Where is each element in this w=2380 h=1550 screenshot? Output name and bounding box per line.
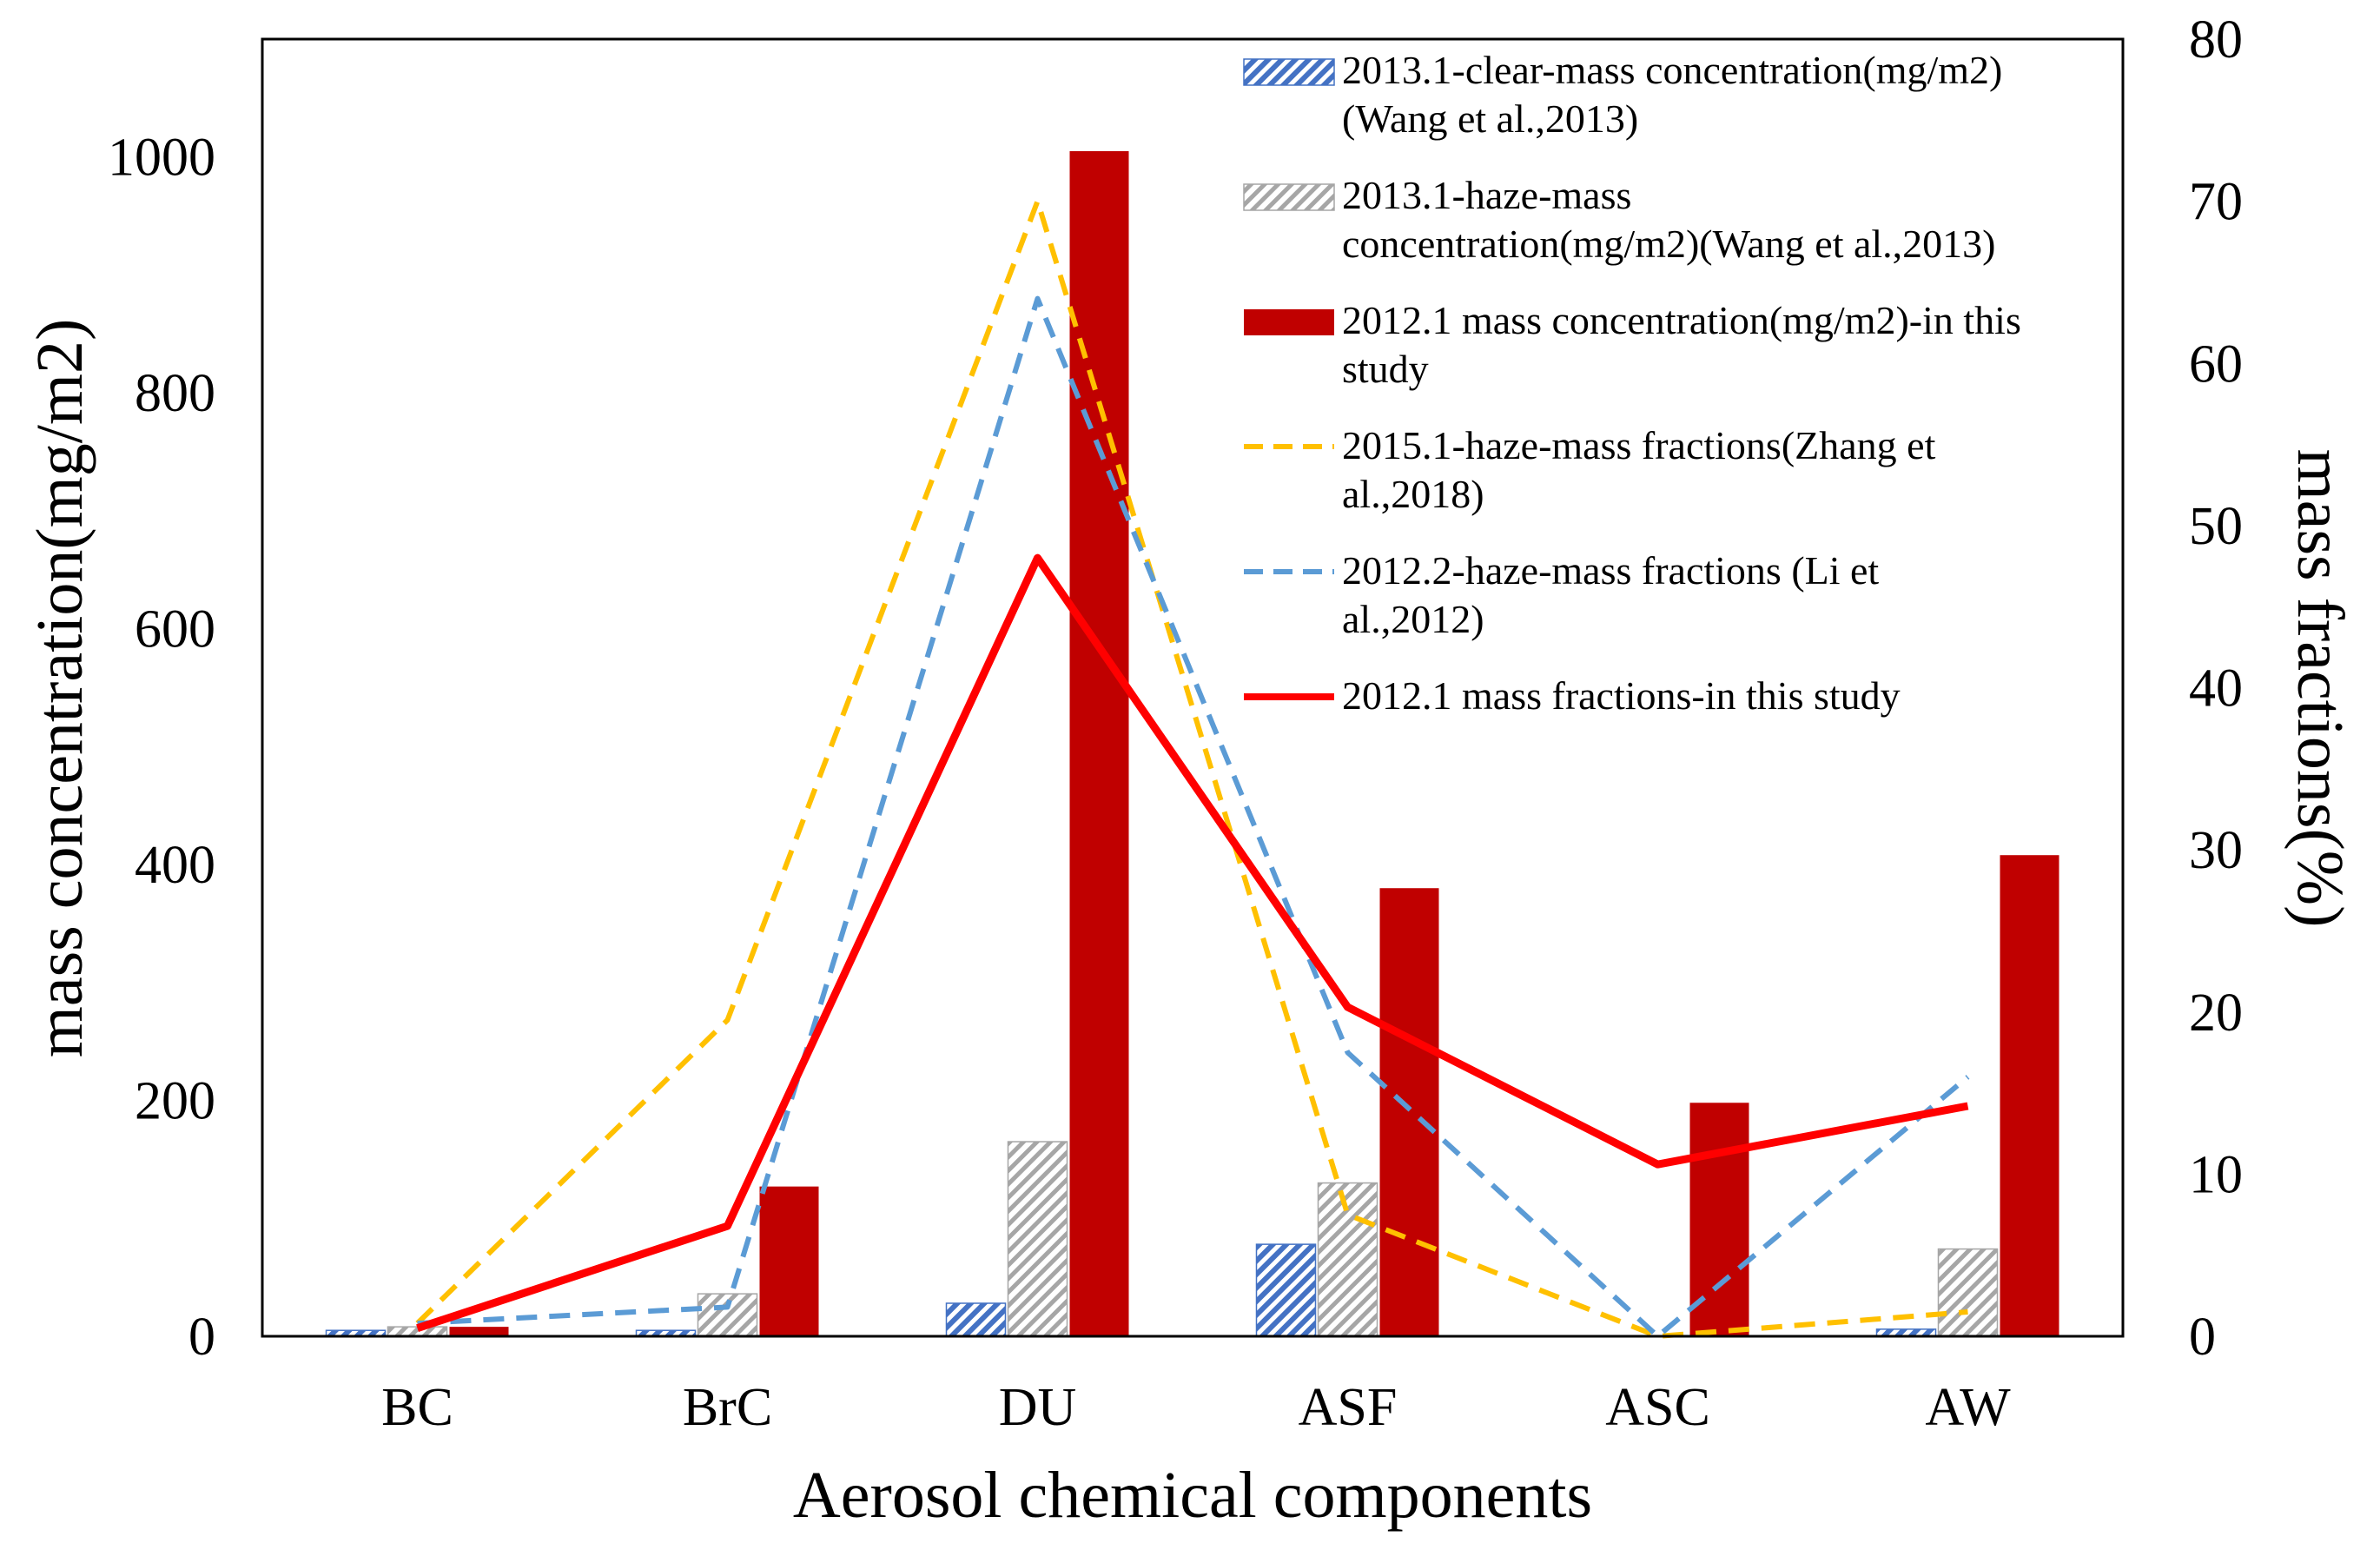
legend-swatch [1243,58,1335,86]
x-tick-label-AW: AW [1925,1378,2011,1437]
legend-item-bar-series-2: 2013.1-haze-mass concentration(mg/m2)(Wan… [1243,173,1996,266]
y2-tick-label: 30 [2189,821,2243,880]
legend-label: 2013.1-clear-mass concentration(mg/m2) [1342,48,2002,92]
bar-series-3-ASF [1379,888,1439,1336]
bar-series-2-AW [1937,1248,1999,1337]
legend-label: concentration(mg/m2)(Wang et al.,2013) [1342,222,1996,266]
legend-item-bar-series-1: 2013.1-clear-mass concentration(mg/m2)(W… [1243,48,2002,141]
legend-swatch [1244,309,1334,335]
y2-tick-label: 40 [2189,659,2243,719]
bar-series-2-BC [387,1326,448,1337]
bar-series-3-DU [1069,150,1129,1336]
y-axis-title: mass concentration(mg/m2) [23,319,96,1058]
y2-axis-ticks: 0 10 20 30 40 50 60 70 80 [2189,10,2243,1367]
lines-layer [415,198,1970,1339]
y-tick-label: 200 [135,1072,215,1131]
y2-axis-title: mass fractions(%) [2284,449,2357,928]
plot-area-border [261,37,2125,1338]
x-tick-label-BrC: BrC [683,1378,772,1437]
legend-label: al.,2012) [1342,597,1484,641]
bar-series-3-ASC [1689,1103,1749,1336]
y2-tick-label: 0 [2189,1308,2216,1367]
legend-label: al.,2018) [1342,472,1484,516]
legend-label: (Wang et al.,2013) [1342,96,1638,141]
x-axis-title: Aerosol chemical components [793,1459,1592,1532]
y-tick-label: 800 [135,364,215,423]
bar-series-3-BrC [759,1186,819,1336]
line-series-3 [416,553,1969,1332]
bar-series-3-AW [2000,855,2059,1336]
y-tick-label: 400 [135,836,215,895]
legend-label: study [1342,347,1429,391]
y2-tick-label: 80 [2189,10,2243,70]
legend-label: 2012.1 mass fractions-in this study [1342,673,1901,718]
x-tick-label-ASC: ASC [1605,1378,1710,1437]
legend-item-line-series-1: 2015.1-haze-mass fractions(Zhang et al.,2… [1244,423,1936,516]
legend: 2013.1-clear-mass concentration(mg/m2)(W… [1243,48,2021,718]
y2-tick-label: 10 [2189,1145,2243,1204]
line-series-1 [415,198,1968,1339]
y-tick-label: 1000 [108,129,215,188]
y-tick-label: 600 [135,600,215,659]
legend-label: 2012.2-haze-mass fractions (Li et [1342,548,1879,593]
legend-label: 2013.1-haze-mass [1342,173,1631,217]
y-tick-label: 0 [188,1308,215,1367]
y-axis-ticks: 0 200 400 600 800 1000 [108,129,215,1367]
legend-item-line-series-2: 2012.2-haze-mass fractions (Li etal.,201… [1244,548,1879,641]
legend-item-line-series-3: 2012.1 mass fractions-in this study [1244,673,1901,718]
legend-label: 2015.1-haze-mass fractions(Zhang et [1342,423,1936,467]
bar-series-1-DU [945,1302,1007,1337]
bar-series-2-DU [1007,1141,1068,1337]
legend-label: 2012.1 mass concentration(mg/m2)-in this [1342,298,2021,342]
x-tick-label-ASF: ASF [1299,1378,1398,1437]
x-axis-ticks: BC BrC DU ASF ASC AW [381,1378,2011,1437]
legend-item-bar-series-3: 2012.1 mass concentration(mg/m2)-in this… [1244,298,2021,391]
bars-layer [325,150,2059,1337]
y2-tick-label: 70 [2189,173,2243,232]
y2-tick-label: 20 [2189,984,2243,1043]
y2-tick-label: 50 [2189,497,2243,556]
y2-tick-label: 60 [2189,335,2243,394]
x-tick-label-DU: DU [999,1378,1077,1437]
bar-series-3-BC [449,1327,509,1336]
legend-swatch [1243,183,1335,211]
bar-series-1-ASF [1255,1243,1317,1337]
x-tick-label-BC: BC [381,1378,453,1437]
